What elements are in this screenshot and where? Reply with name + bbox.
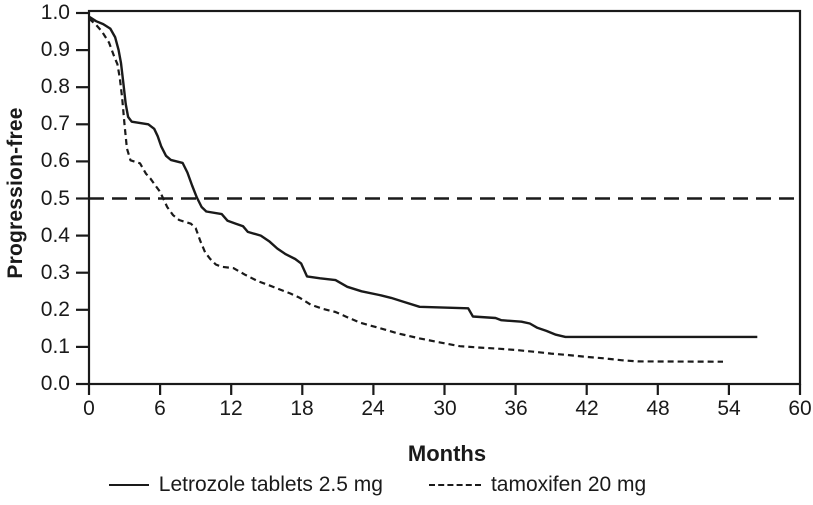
y-tick-label: 0.2: [40, 298, 70, 321]
x-tick-label: 36: [504, 397, 528, 420]
legend-label-tamoxifen: tamoxifen 20 mg: [490, 473, 647, 496]
legend: Letrozole tablets 2.5 mg tamoxifen 20 mg: [0, 473, 813, 497]
curve-tamoxifen: [88, 17, 724, 363]
x-tick-label: 42: [575, 397, 599, 420]
curve-letrozole: [88, 15, 758, 339]
y-tick-label: 0.9: [40, 38, 70, 61]
y-tick-label: 0.1: [40, 335, 70, 358]
y-tick-label: 0.8: [40, 75, 70, 98]
x-tick-label: 54: [717, 397, 741, 420]
y-tick-label: 1.0: [40, 1, 70, 24]
y-tick-label: 0.5: [40, 187, 70, 210]
x-tick-label: 48: [646, 397, 670, 420]
y-tick-label: 0.3: [40, 261, 70, 284]
y-tick-label: 0.7: [40, 112, 70, 135]
x-tick-label: 24: [361, 397, 385, 420]
x-tick-label: 6: [154, 397, 166, 420]
legend-item-tamoxifen: tamoxifen 20 mg: [428, 473, 647, 497]
x-tick-label: 30: [433, 397, 457, 420]
y-tick-label: 0.4: [40, 224, 70, 247]
x-tick-label: 0: [83, 397, 95, 420]
x-tick-label: 60: [788, 397, 812, 420]
x-axis-title: Months: [407, 441, 487, 466]
legend-label-letrozole: Letrozole tablets 2.5 mg: [158, 473, 383, 496]
x-tick-label: 18: [290, 397, 314, 420]
y-tick-label: 0.6: [40, 149, 70, 172]
y-tick-label: 0.0: [40, 372, 70, 395]
legend-item-letrozole: Letrozole tablets 2.5 mg: [108, 473, 383, 497]
x-tick-label: 12: [219, 397, 243, 420]
dashed-line-icon: [428, 484, 481, 486]
solid-line-icon: [108, 484, 149, 486]
